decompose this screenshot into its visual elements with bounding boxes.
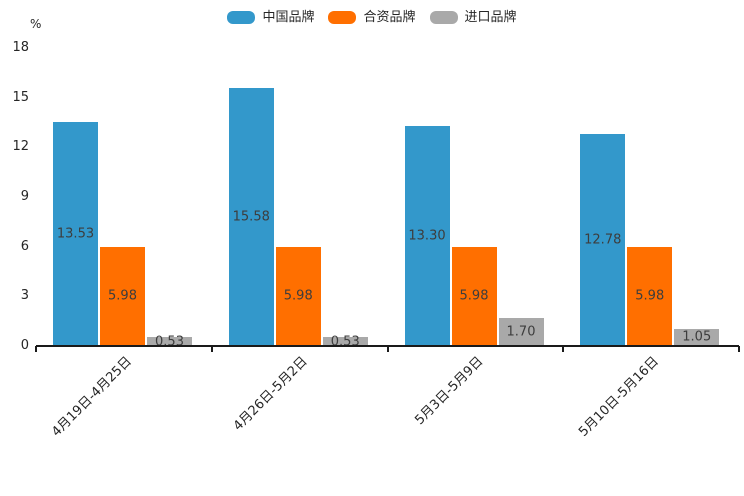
bar-value-label: 1.05 [682,329,712,345]
x-category-label: 5月3日-5月9日 [411,354,486,429]
bar-value-label: 0.53 [155,334,184,350]
bar-value-label: 5.98 [108,288,137,304]
y-axis-unit-label: % [30,17,42,31]
x-axis-tick-mark [562,346,565,352]
y-tick-label: 9 [20,189,29,204]
bar-value-label: 5.98 [635,288,665,304]
bar-进口品牌-2 [498,317,544,346]
bar-value-label: 1.70 [506,324,536,340]
bar-进口品牌-3 [674,328,720,346]
y-tick-label: 0 [20,338,29,353]
y-tick-label: 3 [20,288,29,304]
bar-中国品牌-3 [580,134,626,346]
bar-value-label: 15.58 [232,209,270,225]
y-tick-label: 18 [12,40,29,55]
x-axis-tick-mark [35,346,37,352]
y-tick-label: 12 [12,139,29,155]
chart-legend: 中国品牌 合资品牌 进口品牌 [0,6,744,28]
legend-item-1: 合资品牌 [328,9,416,25]
legend-swatch-icon [227,10,256,24]
bar-value-label: 12.78 [584,232,622,248]
legend-swatch-icon [328,10,357,24]
legend-item-0: 中国品牌 [227,9,315,25]
x-axis-tick-mark [386,346,389,352]
legend-label: 进口品牌 [464,9,517,25]
bar-进口品牌-0 [147,337,192,346]
bar-value-label: 5.98 [283,288,313,304]
x-category-label: 4月26日-5月2日 [230,354,311,434]
bar-value-label: 13.53 [56,226,95,242]
bar-进口品牌-1 [322,337,368,346]
legend-swatch-icon [429,10,458,24]
bar-value-label: 0.53 [330,334,360,350]
legend-item-2: 进口品牌 [429,9,517,25]
bar-合资品牌-1 [275,246,321,346]
x-axis-tick-mark [738,346,740,352]
legend-label: 合资品牌 [363,9,416,25]
bar-中国品牌-2 [404,125,450,346]
bar-中国品牌-1 [228,88,274,346]
legend-label: 中国品牌 [262,9,315,25]
x-category-label: 5月10日-5月16日 [575,354,662,440]
bar-合资品牌-2 [451,246,497,346]
y-tick-label: 15 [12,89,29,105]
bar-中国品牌-0 [53,122,98,346]
x-category-label: 4月19日-4月25日 [48,354,135,440]
y-tick-label: 6 [20,238,29,254]
x-axis-tick-mark [210,346,213,352]
bar-value-label: 5.98 [459,288,489,304]
bar-合资品牌-3 [627,246,673,346]
bar-合资品牌-0 [100,246,145,346]
bar-value-label: 13.30 [408,228,446,244]
